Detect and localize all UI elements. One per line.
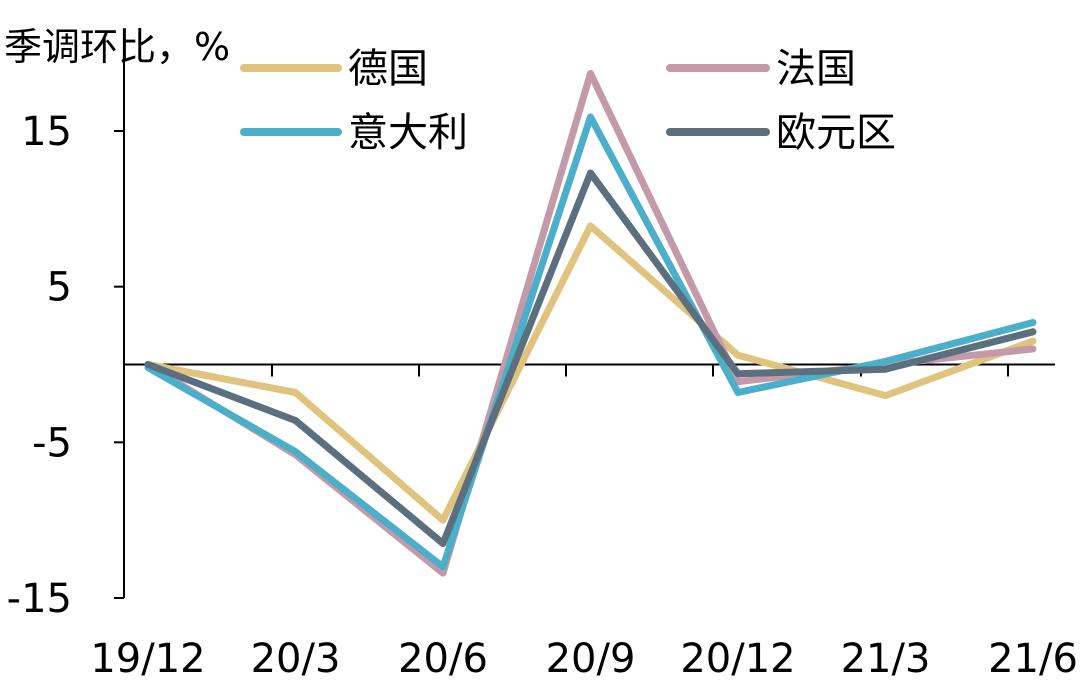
legend-label: 意大利 — [348, 110, 468, 156]
legend-label: 欧元区 — [776, 110, 896, 156]
y-tick-label: -5 — [32, 420, 72, 466]
x-tick-label: 20/3 — [251, 636, 341, 682]
series-line-德国 — [144, 222, 1037, 524]
legend-label: 法国 — [776, 46, 856, 92]
y-tick-label: -15 — [7, 576, 72, 622]
x-tick-label: 21/3 — [841, 636, 931, 682]
y-tick-label: 15 — [21, 109, 72, 155]
x-tick-label: 20/12 — [680, 636, 795, 682]
x-tick-label: 20/6 — [398, 636, 488, 682]
y-axis-unit-label: 季调环比，% — [4, 25, 230, 69]
series-lines — [144, 69, 1037, 577]
y-tick-label: 5 — [47, 265, 72, 311]
series-line-意大利 — [144, 113, 1037, 571]
legend-label: 德国 — [348, 46, 428, 92]
series-line-法国 — [144, 69, 1037, 577]
x-tick-label: 20/9 — [546, 636, 636, 682]
series-line-欧元区 — [144, 169, 1037, 547]
x-tick-label: 19/12 — [90, 636, 205, 682]
axes: 15 5 -5 -15 19/12 20/3 20/6 20/9 20/12 21/3 21/6 — [7, 40, 1078, 682]
x-tick-label: 21/6 — [988, 636, 1078, 682]
